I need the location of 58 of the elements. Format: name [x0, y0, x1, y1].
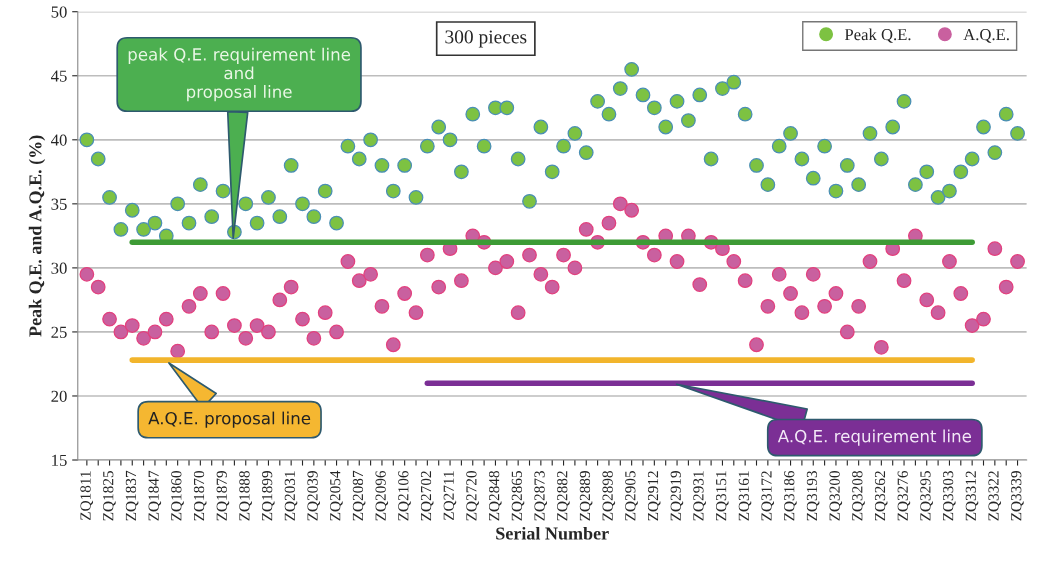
y-tick-label: 50 — [51, 6, 67, 18]
x-tick-label: ZQ1811 — [80, 471, 94, 521]
x-tick-label: ZQ3262 — [874, 471, 888, 521]
y-tick-label: 30 — [51, 262, 67, 274]
x-tick-label: ZQ2848 — [488, 471, 502, 521]
x-tick-label: ZQ2720 — [466, 471, 479, 521]
y-tick-label: 25 — [51, 326, 67, 338]
text: A.Q.E. proposal line — [148, 411, 311, 428]
x-tick-label: ZQ3200 — [829, 471, 843, 521]
legend-label: Peak Q.E. — [844, 28, 911, 43]
x-tick-label: ZQ2106 — [398, 470, 411, 521]
x-tick-label: ZQ2039 — [307, 471, 321, 521]
x-tick-label: ZQ2096 — [375, 470, 389, 521]
y-tick-label: 45 — [51, 70, 67, 82]
x-tick-label: ZQ2919 — [670, 471, 684, 521]
x-tick-label: ZQ1870 — [193, 471, 207, 521]
x-tick-label: ZQ3151 — [716, 471, 729, 521]
x-tick-label: ZQ2898 — [602, 471, 616, 521]
y-tick-label: 40 — [51, 134, 67, 146]
x-tick-label: ZQ2905 — [625, 471, 638, 521]
x-tick-label: ZQ2702 — [420, 471, 434, 521]
x-tick-label: ZQ3161 — [738, 471, 752, 521]
x-tick-label: ZQ3303 — [942, 471, 956, 521]
x-tick-label: ZQ2865 — [511, 471, 525, 521]
x-tick-label: ZQ2031 — [284, 471, 298, 521]
x-tick-label: ZQ1879 — [216, 471, 230, 521]
y-tick-label: 20 — [51, 390, 67, 402]
x-tick-label: ZQ1837 — [125, 470, 139, 521]
legend-label: A.Q.E. — [963, 29, 1009, 43]
x-tick-label: ZQ3322 — [988, 471, 1001, 521]
x-tick-label: ZQ2912 — [647, 471, 661, 521]
x-tick-label: ZQ2931 — [693, 471, 706, 521]
x-tick-label: ZQ1888 — [239, 471, 252, 521]
x-tick-label: ZQ2054 — [330, 470, 343, 521]
annotation: 300 pieces — [445, 30, 527, 48]
x-tick-label: ZQ1847 — [148, 470, 162, 521]
x-tick-label: ZQ1825 — [103, 471, 116, 521]
y-axis-title: Peak Q.E. and A.Q.E. (%) — [28, 135, 46, 337]
y-tick-label: 35 — [51, 198, 67, 210]
x-tick-label: ZQ3295 — [920, 471, 933, 521]
x-tick-label: ZQ2882 — [557, 471, 570, 521]
x-tick-label: ZQ2873 — [534, 471, 547, 521]
x-axis-title: Serial Number — [496, 526, 609, 540]
y-tick-label: 15 — [52, 454, 67, 466]
x-tick-label: ZQ1860 — [171, 471, 184, 521]
x-tick-label: ZQ2087 — [352, 470, 366, 521]
x-tick-label: ZQ3193 — [806, 471, 820, 521]
text: peak Q.E. requirement line and proposal line — [128, 47, 351, 102]
x-tick-label: ZQ3312 — [965, 471, 979, 521]
x-tick-label: ZQ3172 — [761, 471, 774, 521]
x-tick-label: ZQ1899 — [261, 471, 275, 521]
x-tick-label: ZQ2711 — [443, 471, 457, 521]
x-tick-label: ZQ3339 — [1011, 471, 1024, 521]
x-tick-label: ZQ3186 — [784, 470, 797, 521]
text: A.Q.E. requirement line — [777, 429, 971, 446]
x-tick-label: ZQ3208 — [852, 471, 865, 521]
x-tick-label: ZQ3276 — [897, 470, 911, 521]
x-tick-label: ZQ2889 — [579, 471, 593, 521]
